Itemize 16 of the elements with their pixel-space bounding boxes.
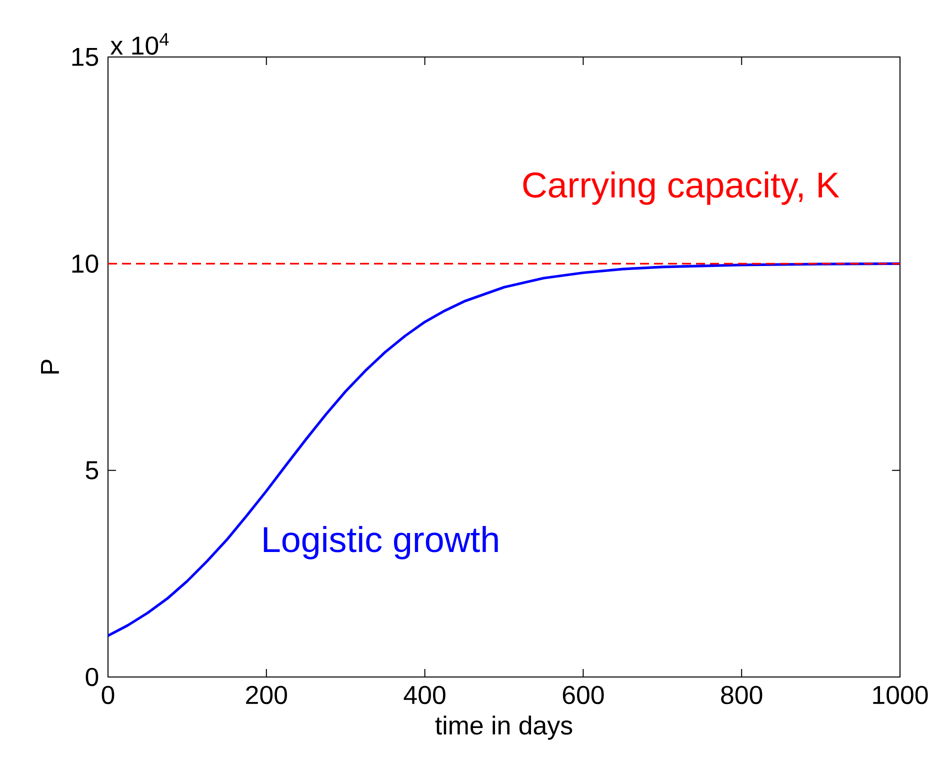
- x-axis-title: time in days: [435, 716, 572, 740]
- x-tick-label: 200: [246, 686, 287, 704]
- y-axis-title: P: [41, 360, 59, 374]
- x-tick-label: 400: [404, 686, 446, 704]
- y-tick-label: 15: [72, 48, 98, 66]
- series-label: Logistic growth: [264, 526, 498, 560]
- text: x 10$^{4}$: [110, 33, 169, 55]
- ref-line-label: Carrying capacity, K: [523, 171, 840, 205]
- line-series: [108, 262, 900, 637]
- x-tick-label: 0: [102, 686, 114, 704]
- y-tick-label: 10: [72, 254, 98, 273]
- y-tick-label: 5: [86, 461, 98, 480]
- x-tick-label: 600: [562, 686, 604, 704]
- x-tick-label: 800: [721, 686, 762, 704]
- x-tick-label: 1000: [873, 686, 928, 704]
- y-tick-label: 0: [86, 668, 98, 686]
